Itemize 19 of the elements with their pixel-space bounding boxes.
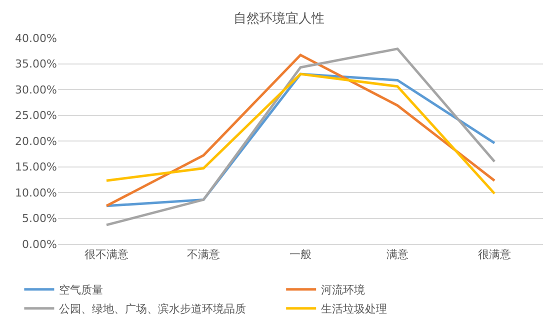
legend-label: 空气质量 — [59, 284, 104, 297]
y-tick-label: 15.00% — [15, 160, 57, 174]
y-tick-label: 5.00% — [22, 212, 57, 226]
y-tick-label: 0.00% — [22, 238, 57, 251]
legend-label: 生活垃圾处理 — [321, 302, 388, 316]
legend-label: 公园、绿地、广场、滨水步道环境品质 — [59, 302, 246, 316]
y-tick-label: 20.00% — [15, 134, 57, 148]
y-tick-label: 40.00% — [15, 32, 57, 45]
x-tick-label: 很不满意 — [84, 248, 128, 262]
x-tick-label: 满意 — [386, 248, 408, 262]
x-tick-label: 一般 — [290, 248, 312, 262]
y-tick-label: 35.00% — [15, 58, 57, 71]
legend-label: 河流环境 — [321, 284, 366, 297]
x-tick-label: 很满意 — [478, 248, 511, 262]
y-tick-label: 10.00% — [15, 186, 57, 200]
chart-title: 自然环境宜人性 — [234, 10, 324, 26]
x-tick-label: 不满意 — [187, 248, 220, 262]
y-tick-label: 25.00% — [15, 109, 57, 122]
y-tick-label: 30.00% — [15, 83, 57, 96]
